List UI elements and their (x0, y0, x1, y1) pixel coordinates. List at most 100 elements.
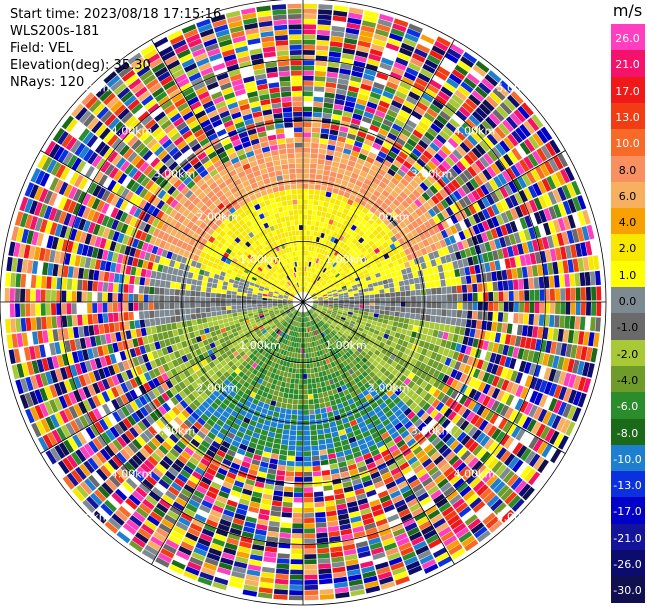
range-gate (276, 563, 290, 570)
range-gate (325, 239, 330, 246)
range-gate (322, 238, 327, 245)
range-gate (365, 263, 372, 269)
range-gate (216, 311, 222, 316)
range-gate (379, 229, 387, 237)
range-gate (358, 271, 364, 277)
range-gate (426, 174, 436, 185)
range-gate (20, 303, 26, 317)
range-gate (481, 120, 494, 133)
range-gate (35, 303, 41, 316)
range-gate (444, 271, 450, 279)
range-gate (567, 198, 577, 213)
range-gate (333, 238, 339, 244)
range-gate (450, 317, 457, 326)
range-gate (358, 237, 365, 244)
range-gate (252, 296, 257, 300)
range-gate (369, 124, 380, 133)
range-gate (436, 294, 442, 302)
range-gate (584, 271, 591, 286)
range-gate (304, 271, 306, 277)
range-gate (312, 388, 318, 394)
range-gate (469, 246, 477, 256)
range-gate (496, 105, 509, 119)
range-gate (97, 313, 104, 324)
range-gate (323, 201, 329, 208)
range-gate (299, 363, 303, 369)
range-gate (277, 553, 290, 559)
range-gate (209, 326, 215, 333)
range-gate (528, 277, 534, 289)
range-gate (443, 185, 453, 196)
range-gate (465, 181, 475, 192)
range-gate (353, 184, 361, 192)
range-gate (386, 324, 393, 331)
range-gate (275, 480, 285, 486)
range-gate (333, 393, 340, 400)
range-gate (61, 290, 67, 302)
range-gate (423, 201, 432, 211)
range-gate (329, 536, 341, 543)
range-gate (381, 177, 390, 185)
range-gate (339, 241, 345, 248)
range-gate (548, 275, 555, 288)
range-gate (393, 95, 405, 105)
range-gate (368, 312, 374, 317)
range-gate (574, 316, 581, 330)
range-gate (527, 325, 534, 337)
range-gate (285, 414, 292, 420)
range-gate (485, 194, 495, 206)
range-gate (390, 28, 405, 37)
range-gate (377, 150, 387, 159)
range-gate (309, 363, 314, 369)
range-gate (469, 328, 476, 338)
range-gate (403, 218, 411, 226)
range-gate (316, 34, 330, 41)
range-gate (288, 595, 303, 601)
range-gate (237, 312, 243, 316)
range-gate (337, 289, 343, 293)
range-gate (513, 313, 519, 324)
range-gate (305, 271, 308, 277)
range-gate (440, 316, 446, 324)
range-gate (577, 195, 587, 210)
range-gate (307, 288, 310, 293)
range-gate (334, 264, 339, 269)
range-gate (289, 383, 295, 389)
range-gate (37, 330, 44, 344)
range-gate (319, 190, 326, 197)
range-gate (498, 123, 510, 136)
range-gate (291, 538, 303, 544)
range-gate (371, 214, 379, 222)
range-gate (359, 30, 374, 38)
range-gate (15, 288, 20, 302)
range-gate (426, 83, 440, 94)
range-gate (10, 318, 17, 333)
range-gate (496, 84, 510, 97)
range-gate (354, 196, 362, 204)
range-gate (470, 274, 477, 284)
range-gate (412, 189, 421, 198)
range-gate (401, 146, 411, 156)
range-gate (190, 313, 197, 320)
range-gate (312, 273, 316, 279)
range-gate (333, 256, 339, 262)
range-gate (221, 310, 227, 315)
range-gate (501, 170, 512, 183)
range-gate (389, 71, 403, 81)
range-gate (451, 285, 457, 294)
range-gate (325, 228, 331, 235)
range-gate (378, 128, 389, 137)
range-gate (289, 574, 303, 580)
range-gate (269, 426, 277, 433)
range-gate (371, 221, 379, 229)
range-gate (324, 495, 335, 502)
range-gate (493, 291, 499, 301)
range-gate (320, 407, 327, 414)
range-gate (448, 193, 458, 203)
range-gate (385, 306, 390, 311)
range-gate (476, 320, 482, 330)
range-gate (356, 268, 363, 274)
range-gate (322, 267, 327, 273)
range-gate (298, 389, 303, 395)
range-gate (159, 302, 165, 310)
